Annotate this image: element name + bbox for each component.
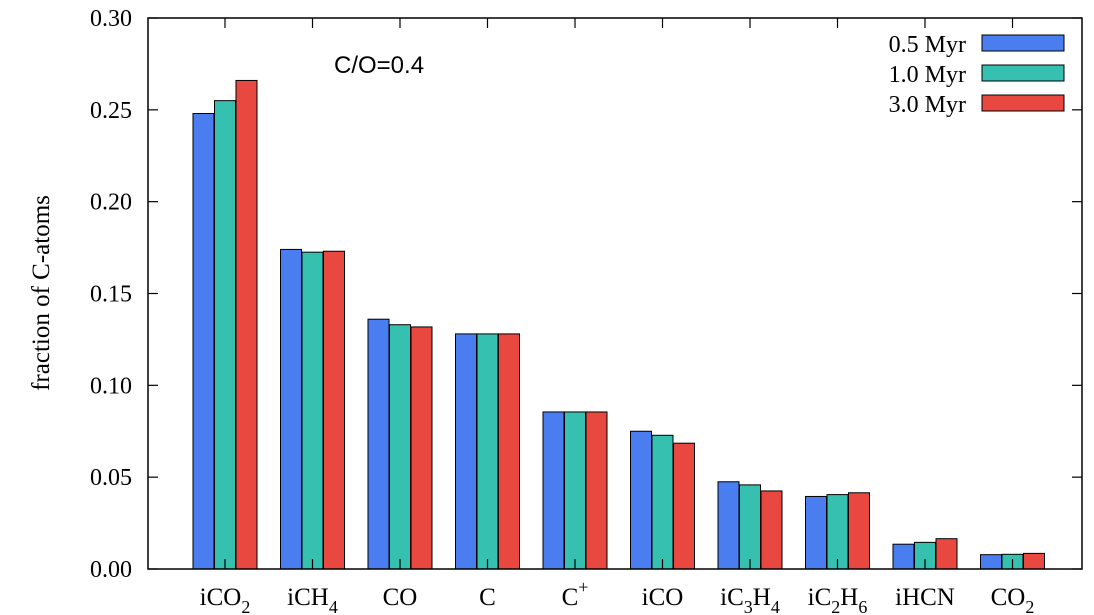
- bar-1-0-myr-2: [389, 324, 411, 570]
- x-category-label-part: H: [840, 584, 858, 611]
- y-tick-label: 0.20: [90, 190, 132, 216]
- legend-swatch: [981, 64, 1065, 82]
- x-category-label-part: H: [753, 584, 771, 611]
- bar-0-5-myr-9: [980, 554, 1002, 570]
- bar-0-5-myr-5: [630, 430, 652, 570]
- y-tick-label: 0.30: [90, 6, 132, 32]
- x-category-label: iC3H4: [720, 584, 780, 615]
- x-category-label-part: iC: [720, 584, 744, 611]
- bar-3-0-myr-0: [235, 79, 258, 570]
- x-category-label: CO2: [991, 584, 1035, 615]
- x-category-label: C+: [562, 577, 589, 611]
- bar-3-0-myr-7: [848, 492, 870, 570]
- x-category-label-part: iCO: [200, 584, 242, 611]
- legend: 0.5 Myr 1.0 Myr 3.0 Myr: [889, 32, 1065, 118]
- plot-frame: [147, 17, 1083, 570]
- bar-3-0-myr-8: [935, 538, 958, 570]
- x-category-label-part: iC: [808, 584, 832, 611]
- x-category-label: iHCN: [895, 584, 955, 611]
- bar-0-5-myr-2: [367, 318, 390, 570]
- bar-0-5-myr-6: [717, 481, 740, 570]
- y-tick-label: 0.00: [90, 557, 132, 583]
- legend-label: 1.0 Myr: [889, 62, 966, 88]
- bar-0-5-myr-4: [542, 411, 565, 570]
- bar-1-0-myr-4: [564, 411, 586, 570]
- x-category-label-part: CO: [991, 584, 1026, 611]
- bar-3-0-myr-3: [498, 333, 520, 570]
- x-category-label: C: [479, 584, 496, 611]
- chart-annotation: C/O=0.4: [334, 52, 424, 79]
- bar-0-5-myr-7: [805, 495, 827, 570]
- x-category-label-part: iCH: [287, 584, 329, 611]
- y-axis-label: fraction of C-atoms: [28, 195, 55, 391]
- bar-3-0-myr-2: [410, 326, 433, 570]
- bar-3-0-myr-4: [585, 411, 608, 570]
- y-tick-label: 0.05: [90, 465, 132, 491]
- bar-1-0-myr-3: [476, 333, 499, 570]
- x-category-label-part: 4: [771, 597, 780, 615]
- y-tick-label: 0.15: [90, 282, 132, 308]
- x-category-label: iCH4: [287, 584, 338, 615]
- bar-0-5-myr-1: [280, 248, 302, 570]
- bars-group: [192, 79, 1045, 570]
- x-category-label-part: CO: [383, 584, 418, 611]
- x-category-label-part: 2: [831, 597, 840, 615]
- bar-0-5-myr-0: [192, 113, 215, 570]
- bar-3-0-myr-1: [323, 250, 345, 570]
- x-category-label-part: 2: [1025, 597, 1034, 615]
- bar-1-0-myr-5: [651, 434, 674, 570]
- bar-0-5-myr-3: [455, 333, 477, 570]
- x-category-label: iCO2: [200, 584, 251, 615]
- x-category-label-part: iCO: [642, 584, 684, 611]
- x-category-label: CO: [383, 584, 418, 611]
- x-category-label-part: C: [479, 584, 496, 611]
- bar-1-0-myr-6: [739, 484, 761, 570]
- bar-3-0-myr-5: [673, 442, 695, 570]
- x-category-label-part: 6: [858, 597, 867, 615]
- bar-1-0-myr-7: [826, 494, 849, 570]
- x-category-label-part: iHCN: [895, 584, 955, 611]
- bar-3-0-myr-9: [1023, 552, 1045, 570]
- legend-label: 3.0 Myr: [889, 92, 966, 118]
- x-category-labels: iCO2 iCH4 CO C C+ iCO iC3H4 iC2H6 iHCN CO2: [200, 577, 1035, 615]
- legend-label: 0.5 Myr: [889, 32, 966, 58]
- x-category-label-part: +: [578, 577, 588, 597]
- bar-0-5-myr-8: [892, 543, 915, 570]
- x-category-label: iC2H6: [808, 584, 868, 615]
- y-tick-labels: 0.00 0.05 0.10 0.15 0.20 0.25 0.30: [90, 6, 132, 583]
- legend-swatch: [981, 34, 1065, 52]
- legend-swatch: [981, 94, 1065, 112]
- bar-1-0-myr-0: [214, 100, 236, 570]
- axis-ticks: [148, 17, 1082, 570]
- y-tick-label: 0.10: [90, 373, 132, 399]
- x-category-label-part: 2: [241, 597, 250, 615]
- x-category-label-part: 4: [329, 597, 338, 615]
- x-category-label: iCO: [642, 584, 684, 611]
- x-category-label-part: 3: [744, 597, 753, 615]
- bar-3-0-myr-6: [760, 490, 783, 570]
- x-category-label-part: C: [562, 584, 579, 611]
- y-tick-label: 0.25: [90, 98, 132, 124]
- bar-1-0-myr-1: [301, 251, 324, 570]
